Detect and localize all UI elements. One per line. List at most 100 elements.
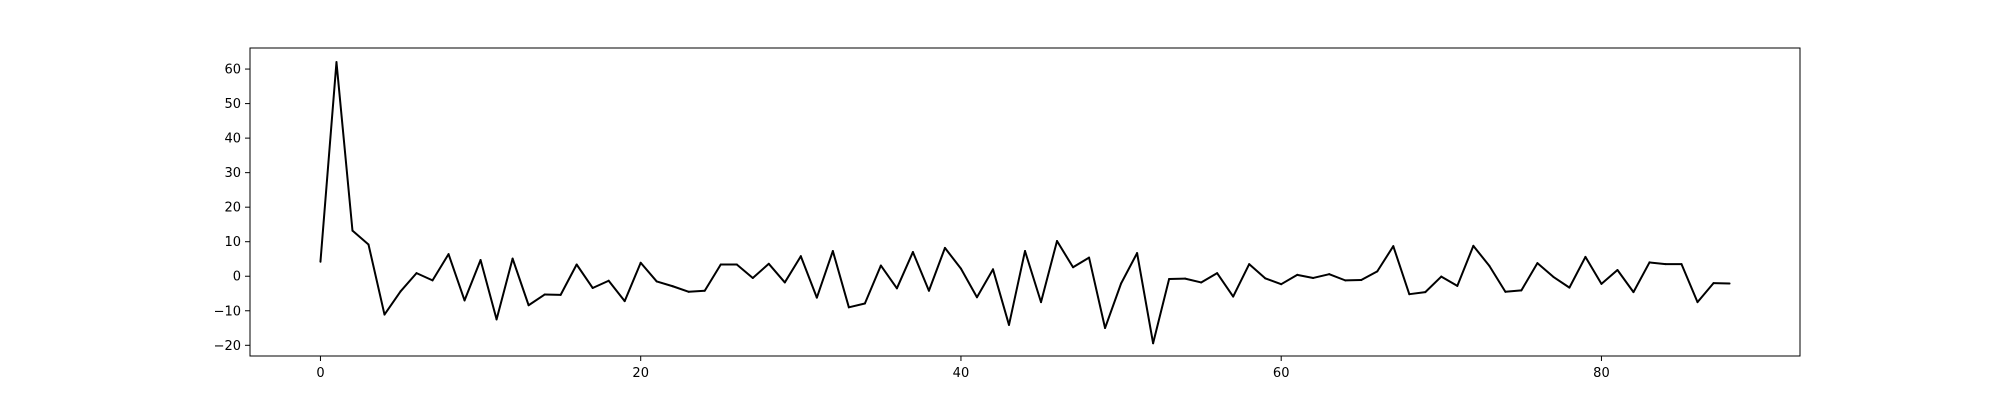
line-segment xyxy=(433,254,449,280)
line-segment xyxy=(913,252,929,291)
line-segment xyxy=(465,260,481,300)
line-segment xyxy=(481,260,497,319)
line-segment xyxy=(1057,241,1073,267)
line-segment xyxy=(993,269,1009,325)
line-segment xyxy=(689,291,705,292)
line-segment xyxy=(865,266,881,304)
line-segment xyxy=(945,248,961,269)
y-tick-label: −10 xyxy=(214,304,241,319)
y-tick-label: 30 xyxy=(224,166,241,181)
line-segment xyxy=(1489,266,1505,292)
line-segment xyxy=(577,265,593,288)
y-tick-label: 60 xyxy=(224,63,241,78)
line-segment xyxy=(1393,246,1409,294)
line-segment xyxy=(417,273,433,280)
line-segment xyxy=(1409,292,1425,294)
line-segment xyxy=(1297,275,1313,278)
line-segment xyxy=(1121,253,1137,283)
line-segment xyxy=(1633,262,1649,292)
line-segment xyxy=(737,265,753,278)
line-segment xyxy=(497,259,513,320)
line-segment xyxy=(385,291,401,314)
line-segment xyxy=(1569,257,1585,288)
y-tick-label: −20 xyxy=(214,339,241,354)
plot-area xyxy=(250,48,1800,356)
line-segment xyxy=(368,244,384,314)
line-segment xyxy=(977,269,993,297)
line-segment xyxy=(833,251,849,307)
line-segment xyxy=(1377,246,1393,271)
line-segment xyxy=(1105,283,1121,328)
line-segment xyxy=(1521,263,1537,290)
line-segment xyxy=(673,286,689,292)
line-segment xyxy=(513,259,529,306)
line-segment xyxy=(1537,263,1553,277)
x-tick-label: 60 xyxy=(1273,366,1290,381)
line-segment xyxy=(1281,275,1297,284)
y-tick-label: 20 xyxy=(224,201,241,216)
line-segment xyxy=(352,231,368,245)
line-segment xyxy=(641,263,657,282)
x-tick-label: 20 xyxy=(632,366,649,381)
line-segment xyxy=(705,265,721,291)
line-segment xyxy=(1698,283,1714,302)
line-segment xyxy=(1313,274,1329,278)
line-segment xyxy=(1249,264,1265,278)
line-segment xyxy=(1073,258,1089,268)
line-segment xyxy=(1009,251,1025,325)
line-segment xyxy=(849,304,865,308)
y-tick-label: 10 xyxy=(224,235,241,250)
line-segment xyxy=(1553,277,1569,288)
line-segment xyxy=(1585,257,1601,284)
line-segment xyxy=(1361,271,1377,280)
line-segment xyxy=(801,256,817,297)
line-segment xyxy=(593,281,609,288)
series-layer xyxy=(320,62,1729,343)
line-segment xyxy=(1425,277,1441,293)
x-tick-label: 40 xyxy=(953,366,970,381)
line-segment xyxy=(1137,253,1153,343)
line-segment xyxy=(1217,273,1233,296)
line-segment xyxy=(1441,277,1457,286)
line-segment xyxy=(1617,270,1633,292)
line-segment xyxy=(1473,246,1489,266)
line-segment xyxy=(1329,274,1345,280)
line-segment xyxy=(336,62,352,231)
line-segment xyxy=(753,264,769,278)
line-segment xyxy=(1265,278,1281,284)
line-segment xyxy=(320,62,336,262)
line-segment xyxy=(1153,279,1169,343)
line-segment xyxy=(401,273,417,291)
line-segment xyxy=(961,269,977,298)
line-segment xyxy=(1505,290,1521,291)
line-segment xyxy=(1649,262,1665,264)
line-segment xyxy=(1185,279,1201,283)
x-axis: 0 20 40 60 80 xyxy=(316,356,1609,381)
line-segment xyxy=(625,263,641,301)
line-segment xyxy=(881,266,897,289)
line-segment xyxy=(817,251,833,298)
series-line xyxy=(320,62,1729,343)
line-segment xyxy=(529,295,545,306)
line-segment xyxy=(1682,264,1698,302)
line-segment xyxy=(1233,264,1249,296)
line-segment xyxy=(1025,251,1041,302)
y-tick-label: 50 xyxy=(224,97,241,112)
line-segment xyxy=(1041,241,1057,302)
line-segment xyxy=(449,254,465,300)
line-segment xyxy=(657,281,673,286)
line-segment xyxy=(1201,273,1217,282)
line-segment xyxy=(1089,258,1105,328)
line-segment xyxy=(1601,270,1617,284)
line-segment xyxy=(561,265,577,295)
line-segment xyxy=(769,264,785,283)
x-tick-label: 0 xyxy=(316,366,324,381)
line-segment xyxy=(609,281,625,301)
line-segment xyxy=(897,252,913,288)
y-tick-label: 40 xyxy=(224,132,241,147)
line-segment xyxy=(929,248,945,291)
x-tick-label: 80 xyxy=(1593,366,1610,381)
